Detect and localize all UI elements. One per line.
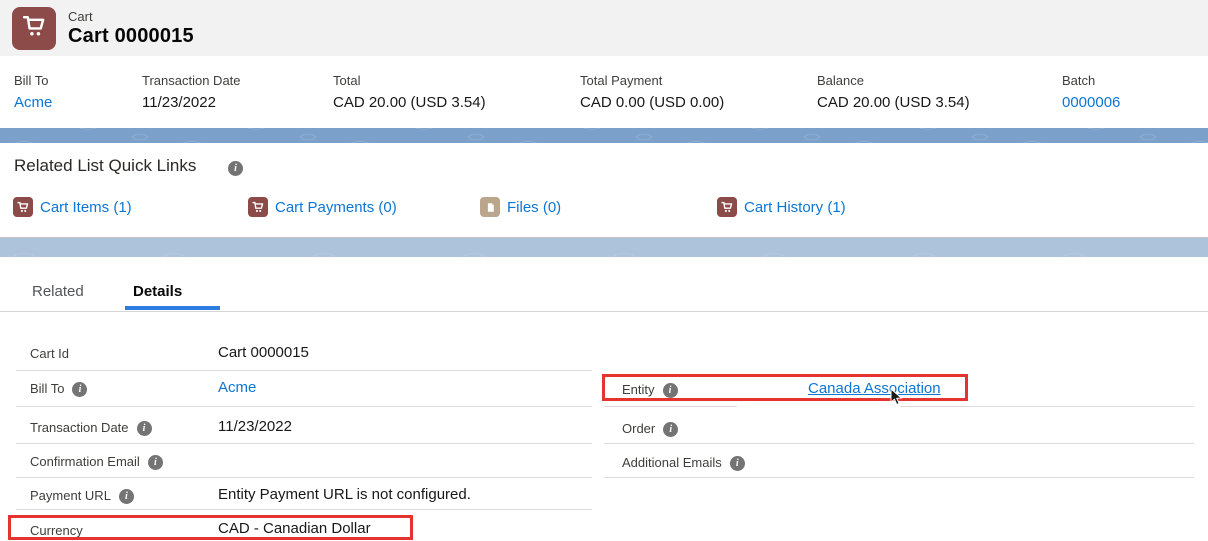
field-label: Confirmation Email [30,454,163,470]
field-row-payment-url: Payment URL [30,487,134,505]
page-header: Cart Cart 0000015 [0,0,1208,56]
field-label: Bill To [14,73,49,88]
field-label: Transaction Date [142,73,241,88]
info-icon[interactable] [72,382,88,397]
quick-link-label: Cart Items (1) [40,198,132,216]
field-value-currency: CAD - Canadian Dollar [218,520,371,537]
info-icon[interactable] [663,422,679,437]
field-row-cart-id: Cart Id [30,345,69,363]
field-row-order: Order [622,420,679,438]
field-label: Transaction Date [30,420,152,436]
quick-link-label: Files (0) [507,198,562,216]
row-divider [604,477,1194,478]
field-label: Payment URL [30,488,134,504]
field-label: Currency [30,523,83,538]
quick-link-cart-items[interactable]: Cart Items (1) [13,196,132,218]
info-icon[interactable] [729,456,745,471]
row-divider [16,443,592,444]
quick-link-label: Cart Payments (0) [275,198,397,216]
decorative-divider-band [0,237,1208,257]
object-type-label: Cart [68,9,93,24]
tab-details[interactable]: Details [133,283,183,300]
info-icon[interactable] [228,161,243,176]
field-row-currency: Currency [30,522,83,540]
field-row-entity: Entity [622,381,678,399]
info-icon[interactable] [662,383,678,398]
field-row-additional-emails: Additional Emails [622,454,745,472]
field-label: Order [622,421,679,437]
field-label: Bill To [30,381,88,397]
quick-link-cart-history[interactable]: Cart History (1) [717,196,846,218]
quick-links-title: Related List Quick Links [14,156,197,175]
field-value-cart-id: Cart 0000015 [218,344,309,361]
cart-icon [248,197,268,217]
field-value: CAD 20.00 (USD 3.54) [333,94,486,111]
bill-to-link[interactable]: Acme [14,94,53,111]
page-title: Cart 0000015 [68,25,194,47]
cart-icon [13,197,33,217]
field-row-bill-to: Bill To [30,380,88,398]
batch-link[interactable]: 0000006 [1062,94,1121,111]
field-label: Cart Id [30,346,70,361]
entity-link[interactable]: Canada Association [808,380,941,397]
quick-link-files[interactable]: Files (0) [480,196,561,218]
field-label: Entity [622,382,678,398]
field-value: 11/23/2022 [142,94,216,111]
info-icon[interactable] [147,455,163,470]
field-label: Additional Emails [622,455,745,471]
file-icon [480,197,500,217]
active-tab-indicator [125,306,220,310]
info-icon[interactable] [118,489,134,504]
tabs-divider [0,311,1208,312]
bill-to-detail-link[interactable]: Acme [218,379,257,396]
field-value-payment-url: Entity Payment URL is not configured. [218,486,471,503]
row-divider [16,477,592,478]
row-divider [16,406,592,407]
decorative-wave-band [0,128,1208,143]
cart-object-icon [12,7,56,50]
row-divider [604,443,1194,444]
field-row-confirmation-email: Confirmation Email [30,453,163,471]
field-label: Balance [817,73,864,88]
field-label: Batch [1062,73,1096,88]
tab-related[interactable]: Related [32,283,84,300]
field-value: CAD 0.00 (USD 0.00) [580,94,725,111]
cart-icon [20,12,48,45]
quick-link-label: Cart History (1) [744,198,846,216]
highlights-panel: Bill To Acme Transaction Date 11/23/2022… [0,56,1208,128]
cart-icon [717,197,737,217]
annotation-gap [737,401,900,411]
quick-link-cart-payments[interactable]: Cart Payments (0) [248,196,397,218]
info-icon[interactable] [136,421,152,436]
field-label: Total [333,73,361,88]
row-divider [16,509,592,510]
field-value: CAD 20.00 (USD 3.54) [817,94,970,111]
field-label: Total Payment [580,73,663,88]
field-row-transaction-date: Transaction Date [30,419,152,437]
row-divider [16,370,592,371]
field-value-transaction-date: 11/23/2022 [218,418,292,435]
